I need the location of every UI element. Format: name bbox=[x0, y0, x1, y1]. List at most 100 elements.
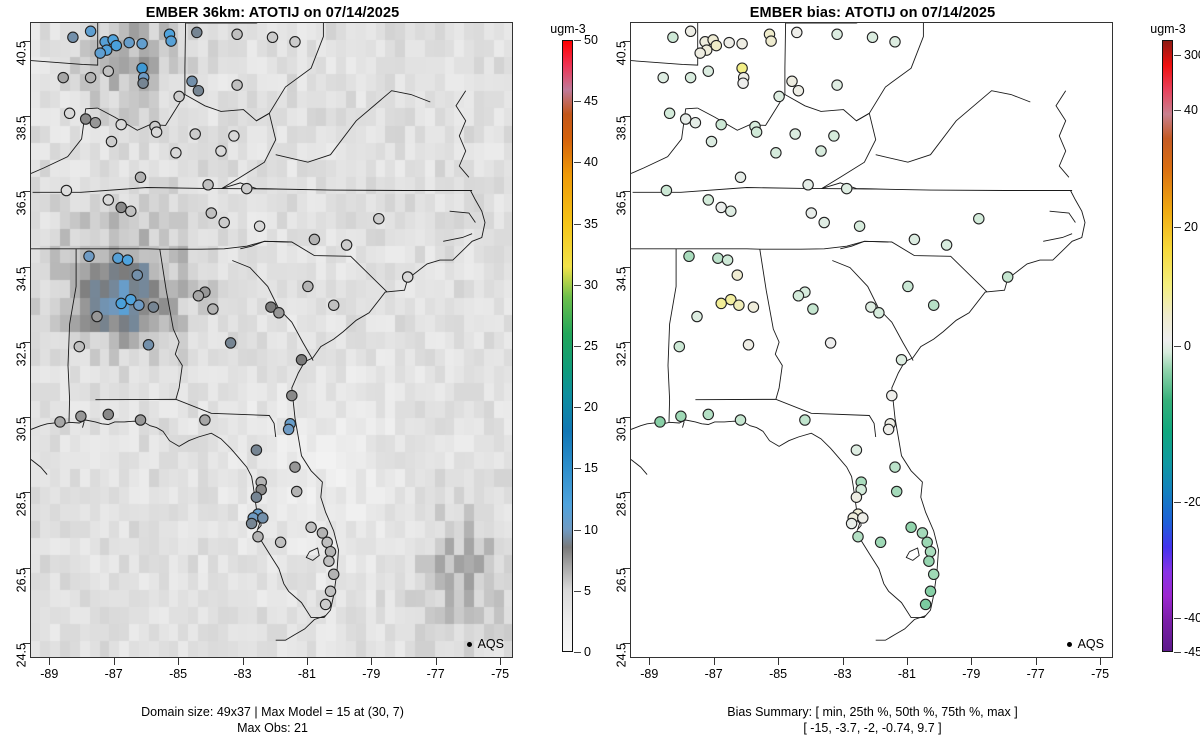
aqs-site-marker[interactable] bbox=[683, 250, 695, 263]
aqs-site-marker[interactable] bbox=[873, 307, 885, 319]
aqs-site-marker[interactable] bbox=[134, 414, 147, 426]
aqs-site-marker[interactable] bbox=[773, 90, 785, 103]
aqs-site-marker[interactable] bbox=[245, 517, 258, 530]
aqs-site-marker[interactable] bbox=[142, 339, 155, 351]
aqs-site-marker[interactable] bbox=[253, 220, 266, 232]
aqs-site-marker[interactable] bbox=[205, 207, 218, 219]
aqs-site-marker[interactable] bbox=[302, 280, 314, 293]
aqs-site-marker[interactable] bbox=[715, 118, 727, 131]
aqs-site-marker[interactable] bbox=[667, 31, 679, 44]
aqs-site-marker[interactable] bbox=[824, 337, 837, 349]
aqs-site-marker[interactable] bbox=[202, 179, 214, 191]
aqs-site-marker[interactable] bbox=[689, 116, 702, 129]
aqs-site-marker[interactable] bbox=[792, 290, 805, 302]
aqs-site-marker[interactable] bbox=[673, 340, 686, 353]
aqs-site-marker[interactable] bbox=[274, 536, 287, 549]
aqs-site-marker[interactable] bbox=[710, 39, 723, 52]
aqs-site-marker[interactable] bbox=[121, 254, 134, 266]
aqs-site-marker[interactable] bbox=[725, 293, 737, 306]
aqs-site-marker[interactable] bbox=[684, 25, 697, 38]
aqs-site-marker[interactable] bbox=[240, 182, 253, 195]
aqs-site-marker[interactable] bbox=[733, 299, 745, 311]
aqs-site-marker[interactable] bbox=[866, 31, 879, 44]
aqs-site-marker[interactable] bbox=[852, 530, 864, 543]
aqs-site-marker[interactable] bbox=[679, 113, 692, 125]
aqs-site-marker[interactable] bbox=[807, 303, 819, 315]
aqs-site-marker[interactable] bbox=[215, 145, 227, 157]
aqs-site-marker[interactable] bbox=[742, 339, 755, 351]
aqs-site-marker[interactable] bbox=[924, 545, 937, 558]
aqs-site-marker[interactable] bbox=[323, 555, 335, 567]
aqs-site-marker[interactable] bbox=[712, 252, 724, 264]
aqs-site-marker[interactable] bbox=[327, 299, 340, 311]
aqs-site-marker[interactable] bbox=[115, 201, 127, 214]
aqs-site-marker[interactable] bbox=[663, 107, 676, 120]
aqs-site-marker[interactable] bbox=[747, 301, 760, 313]
aqs-site-marker[interactable] bbox=[308, 233, 321, 246]
aqs-site-marker[interactable] bbox=[192, 290, 205, 302]
aqs-site-marker[interactable] bbox=[102, 65, 115, 77]
aqs-site-marker[interactable] bbox=[916, 527, 929, 539]
aqs-site-marker[interactable] bbox=[224, 337, 237, 349]
aqs-site-marker[interactable] bbox=[83, 250, 95, 263]
aqs-site-marker[interactable] bbox=[228, 130, 240, 142]
aqs-site-marker[interactable] bbox=[115, 297, 127, 310]
aqs-site-marker[interactable] bbox=[231, 28, 243, 41]
aqs-site-marker[interactable] bbox=[192, 84, 205, 97]
aqs-site-marker[interactable] bbox=[110, 39, 123, 52]
aqs-site-marker[interactable] bbox=[799, 414, 811, 426]
aqs-site-marker[interactable] bbox=[57, 71, 69, 84]
aqs-site-marker[interactable] bbox=[886, 389, 898, 402]
aqs-site-marker[interactable] bbox=[191, 26, 203, 39]
aqs-site-marker[interactable] bbox=[734, 171, 747, 184]
aqs-site-marker[interactable] bbox=[84, 71, 97, 84]
aqs-site-marker[interactable] bbox=[218, 216, 230, 229]
aqs-site-marker[interactable] bbox=[721, 254, 734, 266]
aqs-site-marker[interactable] bbox=[865, 301, 877, 313]
aqs-site-marker[interactable] bbox=[186, 75, 198, 88]
aqs-site-marker[interactable] bbox=[770, 147, 782, 159]
aqs-site-marker[interactable] bbox=[694, 47, 706, 59]
aqs-site-marker[interactable] bbox=[715, 297, 727, 310]
aqs-site-marker[interactable] bbox=[305, 521, 317, 534]
map-plot-bias[interactable]: AQS bbox=[630, 22, 1113, 658]
aqs-site-marker[interactable] bbox=[289, 461, 301, 473]
aqs-site-marker[interactable] bbox=[924, 585, 937, 598]
aqs-site-marker[interactable] bbox=[789, 128, 801, 140]
aqs-site-marker[interactable] bbox=[923, 555, 935, 567]
aqs-site-marker[interactable] bbox=[60, 184, 73, 197]
aqs-site-marker[interactable] bbox=[137, 77, 149, 89]
aqs-site-marker[interactable] bbox=[373, 212, 385, 225]
aqs-site-marker[interactable] bbox=[289, 36, 301, 48]
aqs-site-marker[interactable] bbox=[252, 530, 264, 543]
aqs-site-marker[interactable] bbox=[257, 512, 269, 524]
aqs-site-marker[interactable] bbox=[79, 113, 92, 125]
aqs-site-marker[interactable] bbox=[725, 205, 737, 217]
aqs-site-marker[interactable] bbox=[853, 220, 866, 232]
aqs-site-marker[interactable] bbox=[250, 491, 263, 503]
aqs-site-marker[interactable] bbox=[115, 118, 127, 131]
aqs-site-marker[interactable] bbox=[715, 201, 727, 214]
aqs-site-marker[interactable] bbox=[327, 568, 340, 581]
aqs-site-marker[interactable] bbox=[905, 521, 917, 534]
aqs-site-marker[interactable] bbox=[75, 410, 87, 423]
aqs-site-marker[interactable] bbox=[882, 423, 895, 436]
aqs-site-marker[interactable] bbox=[750, 126, 763, 138]
aqs-site-marker[interactable] bbox=[165, 35, 177, 47]
aqs-site-marker[interactable] bbox=[250, 444, 263, 456]
aqs-site-marker[interactable] bbox=[321, 536, 333, 549]
aqs-site-marker[interactable] bbox=[136, 62, 148, 74]
aqs-site-marker[interactable] bbox=[324, 545, 337, 558]
aqs-site-marker[interactable] bbox=[792, 84, 805, 97]
aqs-site-marker[interactable] bbox=[691, 310, 703, 323]
aqs-site-marker[interactable] bbox=[134, 171, 147, 184]
aqs-site-marker[interactable] bbox=[189, 128, 201, 140]
aqs-site-marker[interactable] bbox=[840, 182, 853, 195]
aqs-site-marker[interactable] bbox=[736, 37, 748, 50]
aqs-site-marker[interactable] bbox=[133, 299, 145, 311]
aqs-site-marker[interactable] bbox=[902, 280, 914, 293]
aqs-site-marker[interactable] bbox=[815, 145, 827, 157]
aqs-site-marker[interactable] bbox=[89, 116, 102, 129]
aqs-site-marker[interactable] bbox=[675, 410, 687, 423]
aqs-site-marker[interactable] bbox=[731, 269, 744, 281]
